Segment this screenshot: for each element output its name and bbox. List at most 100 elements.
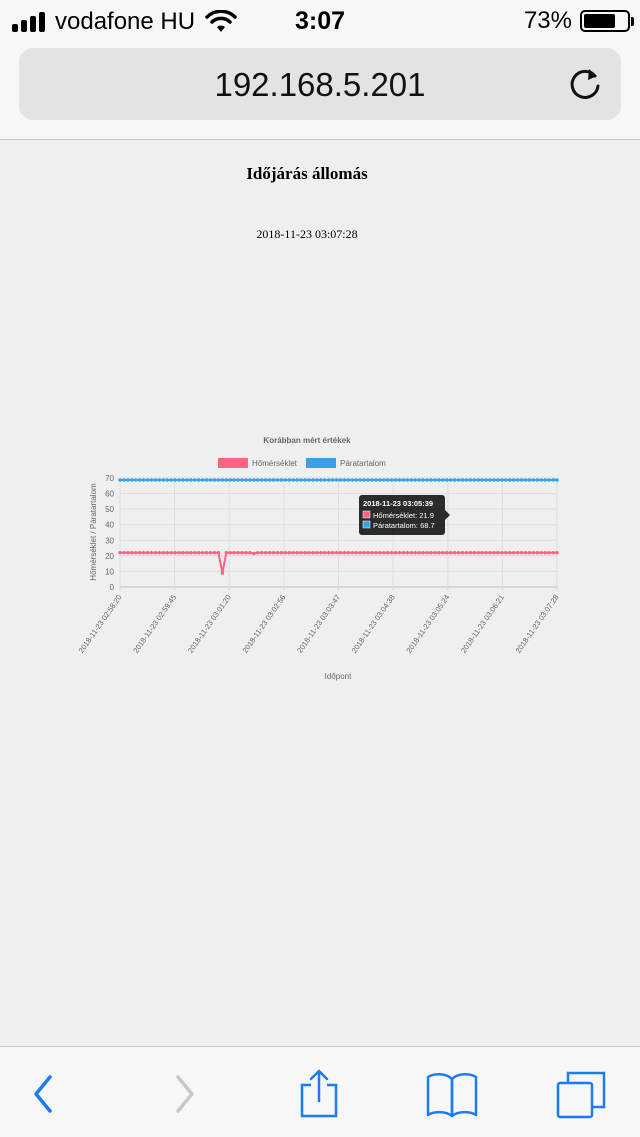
data-point-0 [393,551,398,555]
data-point-0 [145,551,150,555]
data-point-0 [319,551,323,555]
data-point-0 [287,551,291,555]
address-bar[interactable]: 192.168.5.201 [19,48,621,120]
data-point-1 [523,478,528,482]
data-point-1 [126,478,130,482]
data-point-0 [500,551,504,555]
data-point-0 [169,551,173,555]
forward-icon[interactable] [154,1069,214,1119]
url-text[interactable]: 192.168.5.201 [214,66,426,103]
data-point-0 [531,551,536,555]
data-point-1 [397,478,402,482]
data-point-0 [417,551,421,555]
data-point-1 [543,478,547,482]
history-chart[interactable]: Korábban mért értékek Hőmérséklet Páratart… [0,280,614,700]
data-point-0 [445,551,449,555]
data-point-0 [519,551,524,555]
data-point-0 [224,551,228,555]
data-point-0 [429,551,433,555]
status-bar-left: vodafone HU [12,8,237,36]
data-point-0 [244,551,248,555]
data-point-1 [287,478,291,482]
data-point-1 [508,478,512,482]
data-point-1 [283,478,288,482]
data-point-0 [220,571,225,575]
data-point-1 [378,478,382,482]
data-point-0 [496,551,500,555]
data-point-1 [500,478,504,482]
data-point-1 [405,478,410,482]
data-point-0 [437,551,441,555]
data-point-1 [267,478,272,482]
y-tick-label: 30 [105,536,114,545]
data-point-0 [472,551,476,555]
data-point-0 [389,551,394,555]
data-point-1 [134,478,138,482]
data-point-0 [118,551,122,555]
data-point-1 [271,478,276,482]
data-point-1 [197,478,201,482]
data-point-0 [134,551,138,555]
data-point-0 [464,551,469,555]
data-point-1 [122,478,126,482]
data-point-1 [551,478,555,482]
data-point-0 [291,551,295,555]
data-point-1 [350,478,354,482]
data-point-1 [252,478,256,482]
web-page: Időjárás állomás 2018-11-23 03:07:28 Kor… [0,140,640,1046]
page-title: Időjárás állomás [246,164,368,183]
data-point-0 [492,551,496,555]
back-icon[interactable] [14,1069,74,1119]
data-point-0 [240,551,244,555]
data-point-1 [212,478,217,482]
data-point-0 [523,551,528,555]
legend-swatch-1 [306,458,336,468]
data-point-0 [141,551,146,555]
browser-address-area: 192.168.5.201 [0,42,640,140]
data-point-0 [165,551,169,555]
data-point-1 [165,478,169,482]
x-tick-label: 2018-11-23 03:03:47 [295,593,342,655]
data-point-1 [173,478,177,482]
data-point-0 [204,551,209,555]
data-point-1 [531,478,536,482]
data-point-1 [216,478,221,482]
data-point-1 [334,478,339,482]
bookmarks-icon[interactable] [422,1069,482,1119]
data-point-1 [452,478,457,482]
data-point-0 [122,551,126,555]
data-point-1 [275,478,280,482]
data-point-1 [374,478,378,482]
data-point-1 [181,478,185,482]
y-tick-label: 0 [110,583,115,592]
data-point-1 [437,478,441,482]
data-point-0 [515,551,520,555]
data-point-0 [330,551,335,555]
data-point-1 [456,478,461,482]
data-point-1 [370,478,374,482]
data-point-0 [130,551,134,555]
data-point-0 [449,551,453,555]
data-point-1 [291,478,295,482]
data-point-1 [445,478,449,482]
data-point-0 [409,551,413,555]
data-point-0 [358,551,362,555]
data-point-1 [555,478,559,482]
data-point-0 [401,551,406,555]
data-point-0 [342,551,347,555]
data-point-0 [504,551,508,555]
data-point-0 [252,551,256,556]
data-point-1 [149,478,154,482]
tooltip-swatch-1 [362,520,371,529]
data-point-1 [161,478,165,482]
data-point-0 [173,551,177,555]
data-point-1 [421,478,425,482]
reload-icon[interactable] [567,66,603,102]
tabs-icon[interactable] [552,1069,612,1119]
share-icon[interactable] [289,1069,349,1119]
data-point-0 [370,551,374,555]
data-point-0 [189,551,193,555]
data-point-0 [508,551,512,555]
data-point-0 [161,551,165,555]
data-point-0 [181,551,185,555]
